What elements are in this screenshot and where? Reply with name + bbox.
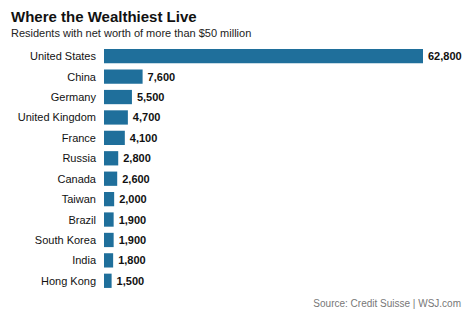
svg-text:Where the Wealthiest Live: Where the Wealthiest Live — [11, 8, 197, 25]
svg-text:India: India — [72, 254, 97, 266]
svg-text:1,900: 1,900 — [119, 214, 147, 226]
svg-text:South Korea: South Korea — [35, 234, 97, 246]
svg-text:Germany: Germany — [51, 91, 97, 103]
svg-text:United Kingdom: United Kingdom — [18, 111, 96, 123]
svg-text:Russia: Russia — [62, 152, 97, 164]
svg-text:1,800: 1,800 — [118, 254, 146, 266]
svg-text:Residents with net worth of mo: Residents with net worth of more than $5… — [11, 27, 251, 39]
svg-text:United States: United States — [30, 50, 97, 62]
svg-text:Taiwan: Taiwan — [62, 193, 96, 205]
svg-text:4,700: 4,700 — [133, 111, 161, 123]
svg-text:2,000: 2,000 — [119, 193, 147, 205]
svg-text:1,900: 1,900 — [119, 234, 147, 246]
svg-text:2,800: 2,800 — [123, 152, 151, 164]
svg-text:Brazil: Brazil — [68, 214, 96, 226]
svg-text:62,800: 62,800 — [428, 50, 462, 62]
svg-text:5,500: 5,500 — [137, 91, 165, 103]
svg-text:2,600: 2,600 — [122, 173, 150, 185]
svg-text:Canada: Canada — [57, 173, 96, 185]
svg-text:1,500: 1,500 — [117, 275, 145, 287]
svg-text:7,600: 7,600 — [148, 71, 176, 83]
svg-text:Hong Kong: Hong Kong — [41, 275, 96, 287]
svg-text:Source: Credit Suisse | WSJ.co: Source: Credit Suisse | WSJ.com — [313, 298, 461, 309]
svg-text:France: France — [62, 132, 96, 144]
svg-text:China: China — [67, 71, 97, 83]
svg-text:4,100: 4,100 — [130, 132, 158, 144]
